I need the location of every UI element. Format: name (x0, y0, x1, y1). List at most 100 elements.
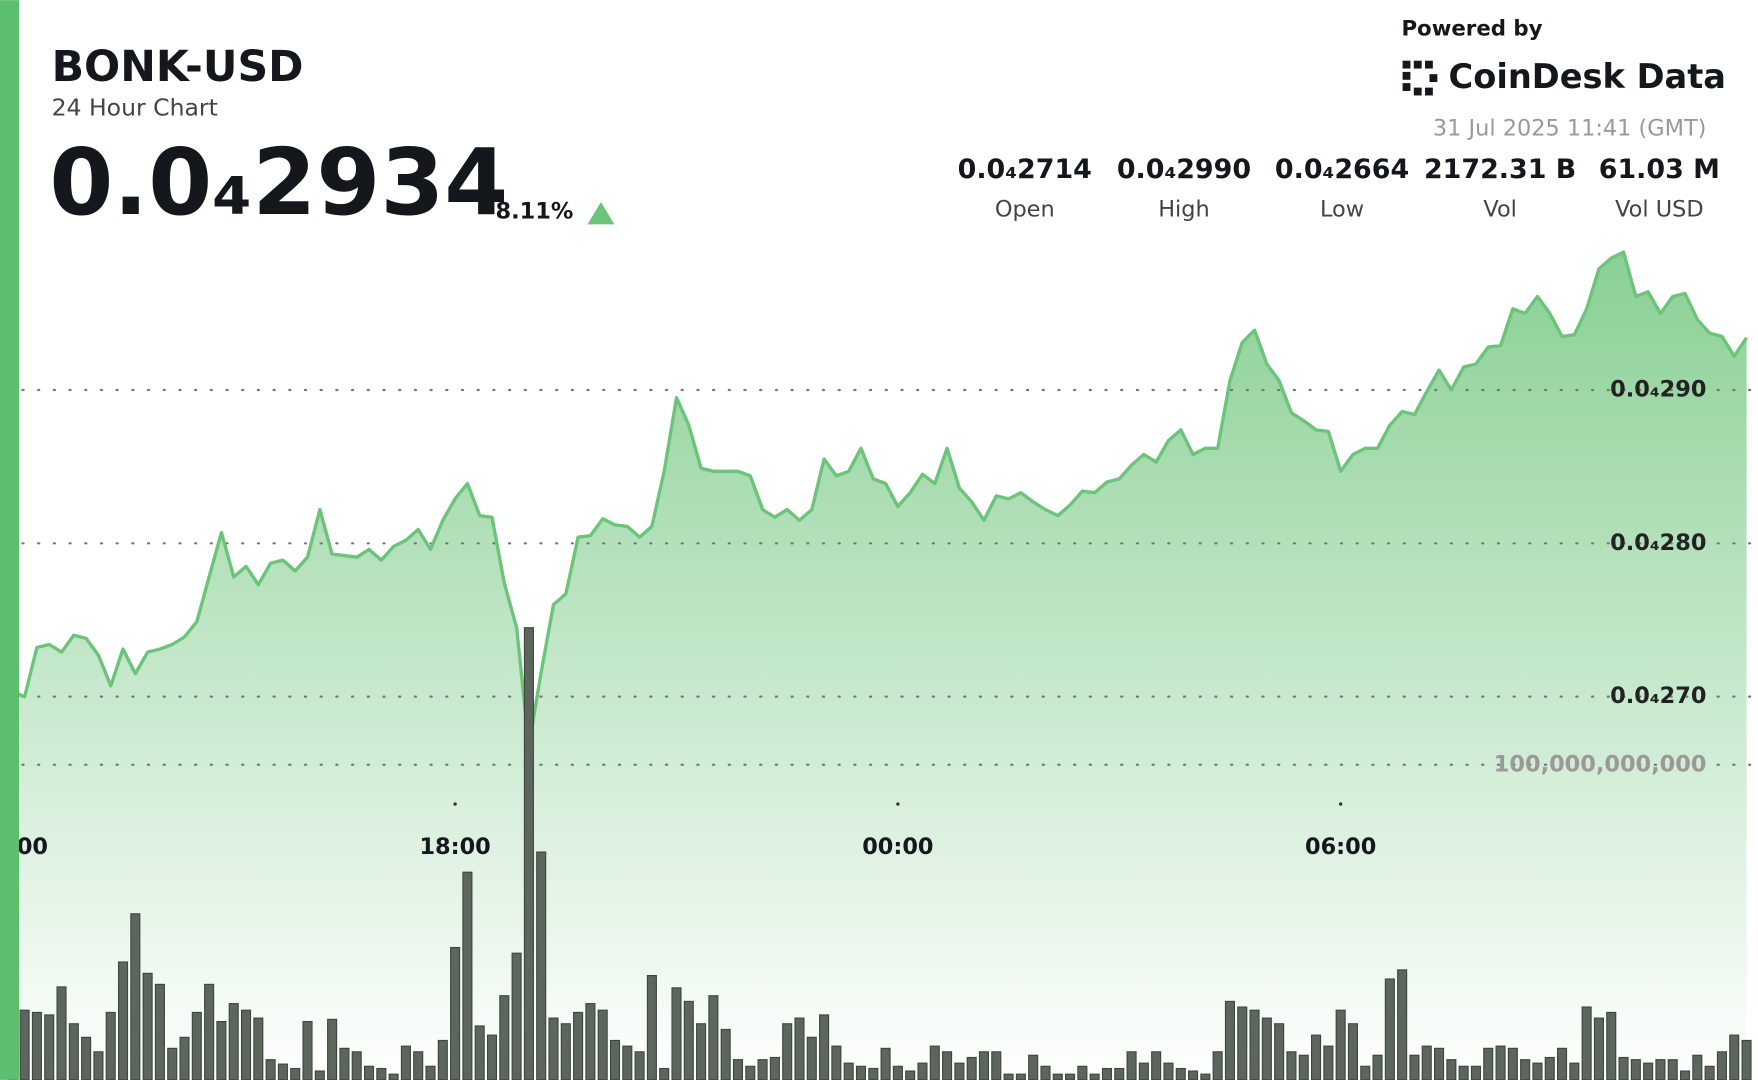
volume-bar (954, 1062, 965, 1080)
volume-bar (536, 851, 547, 1080)
volume-bar (745, 1065, 756, 1080)
volume-bar (585, 1003, 596, 1080)
volume-bar (1114, 1067, 1125, 1080)
volume-bar (1335, 1009, 1346, 1080)
volume-bar (1163, 1062, 1174, 1080)
volume-bar (253, 1017, 264, 1080)
volume-bar (81, 1036, 92, 1080)
volume-bar (1618, 1056, 1629, 1080)
volume-bar (683, 1000, 694, 1080)
volume-bar (831, 1045, 842, 1080)
volume-bar (1274, 1023, 1285, 1080)
volume-bar (757, 1059, 768, 1080)
volume-bar (19, 1009, 30, 1080)
stat-label: Low (1320, 196, 1364, 222)
stat-label: Vol (1483, 196, 1517, 222)
accent-bar (0, 0, 20, 1080)
volume-bar (265, 1059, 276, 1080)
volume-bar (942, 1051, 953, 1080)
volume-bar (1581, 1006, 1592, 1080)
stat-value: 61.03 M (1599, 154, 1720, 185)
volume-bar (277, 1063, 288, 1080)
volume-bar (991, 1051, 1002, 1080)
volume-bar (1409, 1054, 1420, 1080)
x-tick-mark (453, 802, 457, 806)
volume-bar (93, 1051, 104, 1080)
volume-bar (1311, 1034, 1322, 1080)
volume-bar (1520, 1059, 1531, 1080)
volume-bar (929, 1045, 940, 1080)
stat-value: 0.0₄2664 (1275, 154, 1409, 185)
volume-bar (1249, 1009, 1260, 1080)
volume-bar (794, 1017, 805, 1080)
volume-bar (659, 1067, 670, 1080)
volume-bar (1495, 1045, 1506, 1080)
volume-bar (425, 1065, 436, 1080)
x-tick-label: 00:00 (862, 834, 933, 860)
change: 8.11% (496, 199, 574, 225)
stat-value: 2172.31 B (1424, 154, 1576, 185)
volume-bar (880, 1047, 891, 1080)
volume-bar (499, 995, 510, 1080)
volume-bar (1175, 1067, 1186, 1080)
volume-bar (1138, 1062, 1149, 1080)
volume-bar (474, 1025, 485, 1080)
volume-bar (1151, 1051, 1162, 1080)
plot: 0.0₄2700.0₄2800.0₄290100,000,000,00012:0… (0, 250, 1758, 1080)
price: 0.0₄2934 (49, 129, 508, 236)
volume-bar (1716, 1051, 1727, 1080)
stat-label: Vol USD (1615, 196, 1704, 222)
volume-bar (1323, 1045, 1334, 1080)
x-tick-mark (1338, 802, 1343, 806)
volume-bar (1212, 1051, 1223, 1080)
volume-bar (228, 1003, 239, 1080)
volume-bar (1384, 978, 1395, 1080)
volume-bar (892, 1065, 903, 1080)
volume-bar (327, 1018, 338, 1080)
volume-bar (450, 946, 461, 1080)
volume-bar (1224, 1000, 1236, 1080)
volume-bar (1372, 1054, 1383, 1080)
volume-bar (1655, 1059, 1666, 1080)
volume-bar (708, 995, 719, 1080)
volume-bar (179, 1036, 190, 1080)
volume-bar (696, 1023, 707, 1080)
volume-bar (1237, 1006, 1248, 1080)
volume-bar (339, 1047, 350, 1080)
volume-bar (31, 1011, 42, 1080)
volume-bar (1507, 1047, 1518, 1080)
price-line (11, 250, 1748, 748)
volume-bar (732, 1059, 744, 1080)
volume-bar (462, 871, 473, 1080)
volume-bar (646, 974, 657, 1080)
volume-bar (314, 1070, 325, 1080)
volume-bar (1360, 1065, 1371, 1080)
volume-bar (142, 972, 153, 1080)
volume-bar (1286, 1051, 1297, 1080)
volume-bar (1643, 1062, 1654, 1080)
volume-bar (1741, 1039, 1752, 1080)
volume-bar (560, 1023, 571, 1080)
x-tick-label: 06:00 (1305, 834, 1376, 860)
x-tick-label: 18:00 (419, 834, 490, 860)
stat-value: 0.0₄2714 (958, 154, 1092, 185)
volume-bar (1544, 1056, 1555, 1080)
volume-bar (1692, 1054, 1703, 1080)
volume-bar (1421, 1045, 1432, 1080)
volume-bar (1434, 1047, 1445, 1080)
volume-bar (609, 1039, 621, 1080)
volume-bar (548, 1017, 559, 1080)
volume-bar (1077, 1065, 1088, 1080)
volume-bar (1298, 1054, 1309, 1080)
y-tick-label: 0.0₄290 (1610, 377, 1706, 403)
volume-bar (44, 1014, 55, 1080)
title: BONK-USD (52, 42, 304, 92)
volume-bar (351, 1051, 362, 1080)
stat-value: 0.0₄2990 (1117, 154, 1251, 185)
volume-bar (843, 1062, 854, 1080)
volume-bar (769, 1056, 780, 1080)
volume-bar (1261, 1017, 1272, 1080)
volume-bar (523, 627, 534, 1080)
volume-bar (191, 1011, 202, 1080)
